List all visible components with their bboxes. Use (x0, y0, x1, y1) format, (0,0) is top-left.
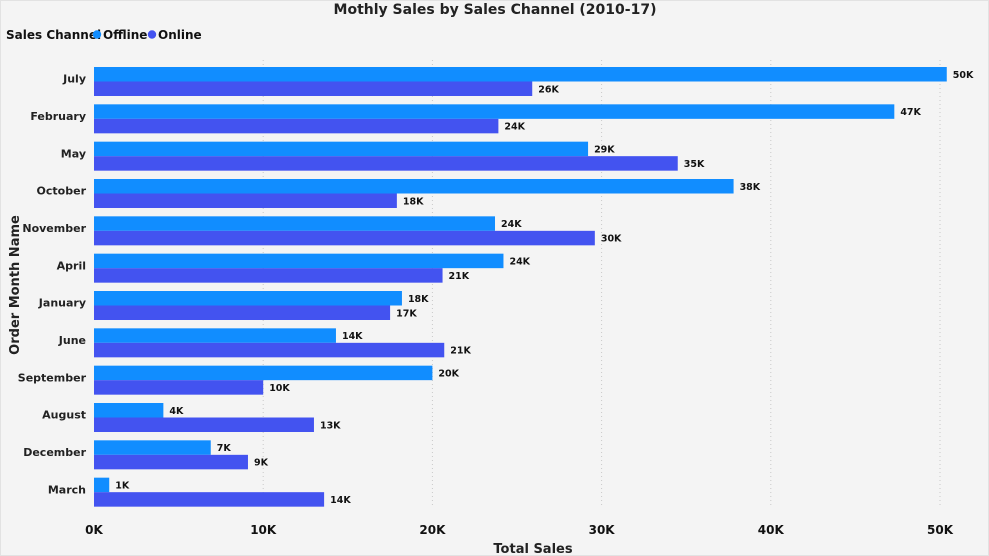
bar-online (94, 380, 264, 395)
data-label-online: 18K (403, 196, 424, 207)
bar-offline (94, 253, 504, 269)
x-tick-label: 50K (927, 523, 954, 537)
bar-offline (94, 216, 496, 231)
legend-label-online: Online (158, 28, 202, 42)
data-label-online: 21K (450, 346, 471, 357)
data-label-online: 9K (254, 458, 269, 469)
category-label: May (61, 147, 86, 160)
bar-offline (94, 67, 947, 82)
bars: 50K 26K 47K 24K 29K 35K 38K 18K 24K 30K 24K 21K 18K 1… (94, 67, 974, 507)
gridlines (262, 60, 941, 508)
bar-online (94, 342, 445, 358)
category-label: November (22, 222, 86, 235)
bar-online (94, 492, 325, 507)
category-label: September (18, 371, 87, 384)
data-label-online: 21K (449, 271, 470, 282)
bar-online (94, 193, 397, 208)
bar-offline (94, 477, 110, 493)
data-label-offline: 24K (501, 219, 522, 230)
category-label: August (42, 409, 86, 422)
category-label: March (48, 483, 86, 496)
bar-online (94, 417, 314, 432)
x-axis-title: Total Sales (493, 542, 572, 556)
data-label-offline: 50K (953, 70, 974, 81)
legend-label-offline: Offline (103, 28, 147, 42)
category-label: February (30, 110, 86, 123)
data-label-offline: 20K (438, 368, 459, 379)
category-label: April (57, 259, 86, 272)
x-tick-label: 40K (758, 523, 785, 537)
data-label-online: 14K (330, 495, 351, 506)
x-tick-label: 10K (250, 523, 277, 537)
bar-offline (94, 328, 336, 343)
data-label-offline: 4K (169, 406, 184, 417)
legend-title: Sales Channel (6, 28, 101, 42)
data-label-offline: 29K (594, 144, 615, 155)
x-axis-ticks: 0K 10K 20K 30K 40K 50K (85, 523, 954, 537)
data-label-online: 35K (684, 159, 705, 170)
category-label: October (37, 185, 87, 198)
bar-offline (94, 141, 589, 157)
bar-offline (94, 104, 895, 119)
data-label-offline: 1K (115, 480, 130, 491)
bar-online (94, 81, 533, 96)
bar-online (94, 230, 595, 246)
bar-online (94, 118, 499, 134)
data-label-online: 30K (601, 234, 622, 245)
data-label-offline: 47K (900, 107, 921, 118)
data-label-online: 17K (396, 308, 417, 319)
legend: Sales Channel Offline Online (6, 28, 202, 42)
x-tick-label: 0K (85, 523, 103, 537)
category-labels: July February May October November April Janua… (18, 73, 87, 497)
bar-online (94, 454, 248, 470)
legend-marker-offline (92, 30, 102, 39)
category-label: July (62, 73, 86, 86)
data-label-offline: 38K (740, 182, 761, 193)
x-tick-label: 30K (589, 523, 616, 537)
chart-title: Mothly Sales by Sales Channel (2010-17) (334, 2, 657, 18)
bar-offline (94, 365, 433, 381)
data-label-online: 13K (320, 420, 341, 431)
data-label-online: 10K (269, 383, 290, 394)
data-label-offline: 7K (217, 443, 232, 454)
y-axis-title: Order Month Name (8, 215, 23, 355)
data-label-online: 26K (538, 84, 559, 95)
bar-offline (94, 179, 734, 194)
legend-marker-online (147, 30, 157, 39)
bar-offline (94, 403, 164, 418)
bar-online (94, 305, 391, 320)
x-tick-label: 20K (419, 523, 446, 537)
bar-online (94, 156, 678, 171)
bar-online (94, 268, 443, 283)
data-label-offline: 18K (408, 294, 429, 305)
category-label: January (38, 297, 86, 310)
category-label: December (23, 446, 86, 459)
data-label-offline: 24K (509, 256, 530, 267)
bar-offline (94, 291, 402, 306)
bar-offline (94, 440, 211, 455)
category-label: June (58, 334, 86, 347)
data-label-offline: 14K (342, 331, 363, 342)
data-label-online: 24K (504, 122, 525, 133)
